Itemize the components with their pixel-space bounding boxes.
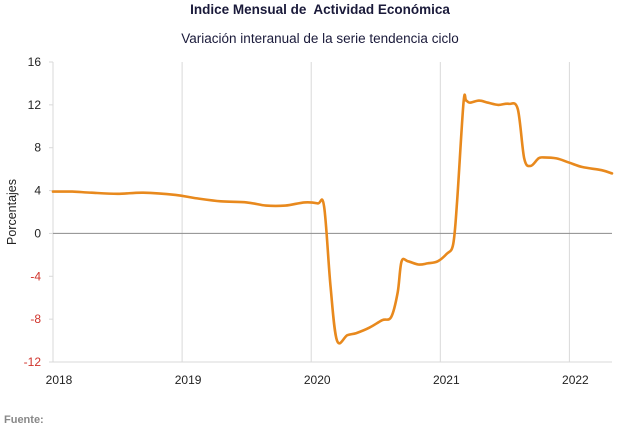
x-tick-label: 2022 (562, 373, 589, 387)
y-axis-label: Porcentajes (5, 179, 19, 245)
chart-title: Indice Mensual de Actividad Económica (190, 2, 450, 17)
x-tick-label: 2018 (46, 373, 73, 387)
y-tick-label: 8 (34, 141, 41, 155)
y-tick-label: -8 (30, 312, 41, 326)
x-tick-label: 2021 (433, 373, 460, 387)
y-tick-label: 16 (28, 55, 42, 69)
y-tick-label: 12 (28, 98, 42, 112)
y-tick-label: -4 (30, 269, 41, 283)
x-tick-label: 2019 (175, 373, 202, 387)
source-label: Fuente: (4, 414, 44, 426)
y-tick-label: 0 (34, 226, 41, 240)
y-tick-label: 4 (34, 184, 41, 198)
x-tick-label: 2020 (304, 373, 331, 387)
y-tick-label: -12 (24, 355, 42, 369)
chart-subtitle: Variación interanual de la serie tendenc… (181, 31, 459, 46)
series-line (51, 93, 614, 345)
